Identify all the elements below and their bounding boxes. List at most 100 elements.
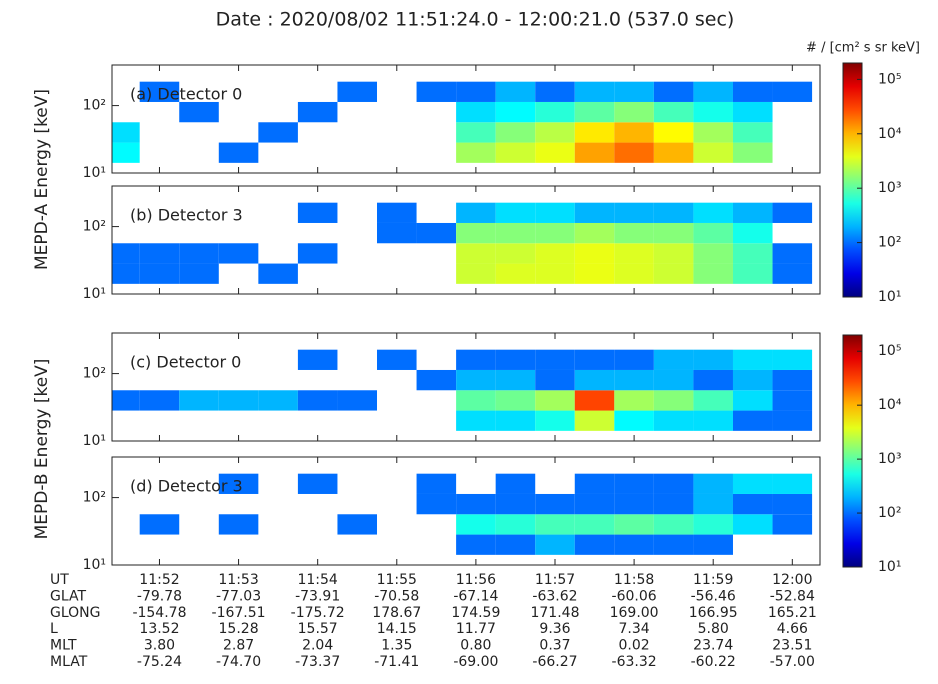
colorbar-tick-label: 10⁴ [878,126,902,142]
heatmap-cell [456,514,496,535]
table-cell: -52.84 [770,588,815,604]
heatmap-cell [112,263,140,284]
panel-frame [111,332,821,442]
heatmap-cell [653,81,694,102]
table-cell: -66.27 [532,654,577,670]
heatmap-cell [653,493,694,515]
table-cell: 0.02 [619,638,650,654]
colorbar-tick-label: 10² [878,505,901,521]
heatmap-cell [693,243,733,264]
heatmap-cell [139,514,180,535]
heatmap-cell [416,369,457,391]
heatmap-cell [535,81,575,102]
panel-frame [111,456,821,566]
table-cell: 3.80 [144,638,175,654]
colorbar-tick-label: 10⁵ [878,71,901,87]
table-cell: 4.66 [777,621,808,637]
heatmap-cell [732,493,773,515]
heatmap-cell [535,514,575,535]
heatmap-cell [693,122,733,143]
heatmap-cell [732,390,773,411]
heatmap-cell [495,390,536,411]
x-tick-label: 11:52 [139,572,179,588]
heatmap-cell [614,534,654,555]
table-cell: 23.51 [772,638,812,654]
heatmap-cell [614,101,654,123]
heatmap-cell [772,410,813,431]
heatmap-cell [218,473,259,494]
heatmap-cell [693,81,733,102]
heatmap-cell [456,263,496,284]
heatmap-cell [112,243,140,264]
heatmap-cell [495,122,536,143]
panel-frame [111,185,821,295]
heatmap-cell [139,263,180,284]
table-cell: -69.00 [453,654,498,670]
heatmap-cell [614,493,654,515]
table-cell: 2.87 [223,638,254,654]
heatmap-cell [772,263,813,284]
heatmap-cell [653,101,694,123]
heatmap-cell [297,349,338,370]
heatmap-cell [732,369,773,391]
table-cell: 169.00 [610,605,659,621]
y-axis-label: MEPD-A Energy [keV] [32,89,52,270]
heatmap-cell [495,142,536,163]
table-cell: -63.32 [612,654,657,670]
heatmap-cell [693,222,733,244]
heatmap-cell [772,243,813,264]
table-cell: -70.58 [374,588,419,604]
heatmap-cell [732,142,773,163]
heatmap-cell [377,222,417,244]
heatmap-cell [693,410,733,431]
colorbar-title: # / [cm² s sr keV] [806,41,920,56]
table-cell: -74.70 [216,654,261,670]
heatmap-cell [614,122,654,143]
heatmap-cell [495,349,536,370]
heatmap-cell [179,263,219,284]
table-cell: 165.21 [768,605,817,621]
heatmap-cell [693,390,733,411]
table-cell: -77.03 [216,588,261,604]
heatmap-cell [574,514,615,535]
heatmap-cell [772,514,813,535]
table-cell: 1.35 [381,638,412,654]
heatmap-cell [456,222,496,244]
heatmap-cell [574,202,615,223]
heatmap-cell [732,514,773,535]
heatmap-cell [732,202,773,223]
heatmap-cell [653,243,694,264]
colorbar [842,62,863,298]
heatmap-cell [732,122,773,143]
heatmap-cell [179,390,219,411]
heatmap-cell [693,263,733,284]
heatmap [112,81,813,163]
table-cell: -73.37 [295,654,340,670]
heatmap-cell [653,202,694,223]
table-cell: 13.52 [139,621,179,637]
heatmap-cell [535,202,575,223]
heatmap-cell [772,473,813,494]
table-cell: -73.91 [295,588,340,604]
colorbar [842,334,863,568]
heatmap-cell [377,349,417,370]
table-cell: -67.14 [453,588,498,604]
table-label: MLT [50,638,77,654]
heatmap-cell [535,243,575,264]
heatmap-cell [456,101,496,123]
heatmap-cell [772,349,813,370]
heatmap-cell [139,81,180,102]
heatmap-cell [614,349,654,370]
heatmap-cell [653,514,694,535]
heatmap-cell [535,534,575,555]
heatmap-cell [614,473,654,494]
y-tick-label: 10¹ [83,433,106,449]
heatmap-cell [535,122,575,143]
heatmap-cell [614,369,654,391]
y-tick-label: 10² [83,98,106,114]
colorbar-tick-label: 10¹ [878,559,901,575]
heatmap-cell [218,390,259,411]
heatmap-cell [772,202,813,223]
heatmap-cell [653,222,694,244]
table-cell: -63.62 [532,588,577,604]
